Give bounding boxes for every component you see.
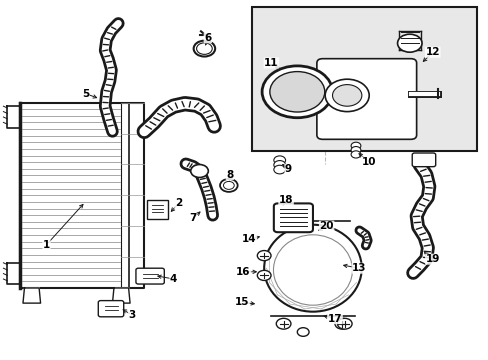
Circle shape xyxy=(350,151,360,158)
Text: 13: 13 xyxy=(351,263,366,273)
Circle shape xyxy=(325,79,368,112)
Text: 4: 4 xyxy=(169,274,177,284)
Circle shape xyxy=(297,328,308,336)
Ellipse shape xyxy=(273,235,352,305)
Circle shape xyxy=(350,142,360,149)
Circle shape xyxy=(397,34,421,52)
Circle shape xyxy=(262,66,332,118)
Text: 15: 15 xyxy=(234,297,249,307)
Circle shape xyxy=(257,251,270,261)
Circle shape xyxy=(273,161,285,169)
FancyBboxPatch shape xyxy=(146,200,168,219)
Text: 16: 16 xyxy=(236,267,250,277)
Circle shape xyxy=(223,181,234,189)
Bar xyxy=(251,7,476,151)
FancyBboxPatch shape xyxy=(316,59,416,139)
Circle shape xyxy=(334,318,349,329)
Circle shape xyxy=(332,85,361,106)
Text: 5: 5 xyxy=(82,89,89,99)
Circle shape xyxy=(190,165,208,177)
Circle shape xyxy=(276,318,290,329)
Text: 11: 11 xyxy=(264,58,278,68)
Text: 14: 14 xyxy=(242,234,256,244)
Text: 10: 10 xyxy=(361,157,376,167)
Text: 6: 6 xyxy=(204,33,211,43)
Text: 18: 18 xyxy=(278,195,293,205)
Text: 7: 7 xyxy=(189,213,197,223)
Text: 8: 8 xyxy=(226,170,233,180)
Circle shape xyxy=(220,179,237,192)
FancyBboxPatch shape xyxy=(136,268,164,284)
Circle shape xyxy=(193,41,215,57)
Ellipse shape xyxy=(264,225,361,312)
Polygon shape xyxy=(23,288,41,303)
Polygon shape xyxy=(112,288,130,303)
Text: 17: 17 xyxy=(327,314,342,324)
Circle shape xyxy=(269,72,324,112)
FancyBboxPatch shape xyxy=(411,153,435,167)
Circle shape xyxy=(273,165,285,174)
Circle shape xyxy=(273,156,285,165)
Text: 1: 1 xyxy=(43,240,50,250)
Text: 3: 3 xyxy=(128,310,135,320)
Text: 12: 12 xyxy=(425,47,439,57)
FancyBboxPatch shape xyxy=(98,301,123,317)
Circle shape xyxy=(196,43,212,54)
Circle shape xyxy=(337,318,351,329)
Circle shape xyxy=(350,147,360,154)
Text: 2: 2 xyxy=(175,198,182,208)
Text: 9: 9 xyxy=(285,164,291,174)
Circle shape xyxy=(257,270,270,280)
Text: 19: 19 xyxy=(425,254,439,264)
FancyBboxPatch shape xyxy=(273,203,312,232)
Text: 20: 20 xyxy=(319,221,333,231)
